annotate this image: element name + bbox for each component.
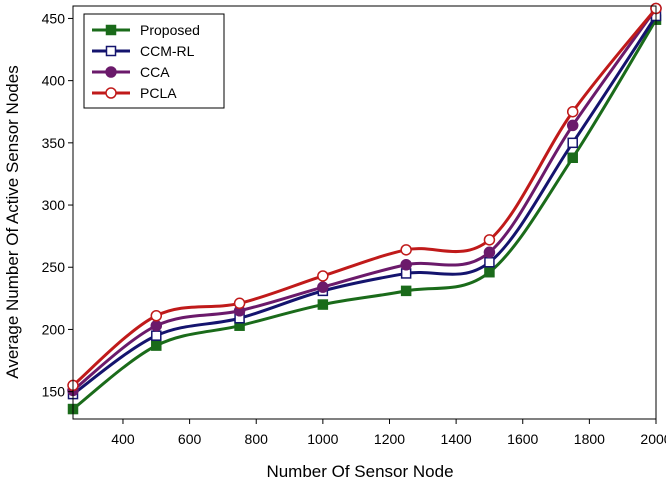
data-point [400,244,412,256]
legend: Proposed CCM-RL CCA PCLA [83,13,225,109]
x-tick-label: 1000 [307,431,338,447]
legend-label: CCA [140,64,170,80]
y-tick-label: 400 [42,73,66,89]
y-tick-label: 300 [42,197,66,213]
x-axis-title: Number Of Sensor Node [266,462,453,481]
legend-label: Proposed [140,22,200,38]
data-point [151,340,162,351]
y-tick-label: 150 [42,384,66,400]
axes: 400 600 800 1000 1200 1400 1600 1800 2000 150 200 2… [42,5,666,447]
legend-swatch-marker [105,45,117,57]
legend-swatch-marker [105,24,117,36]
legend-label: CCM-RL [140,43,195,59]
y-axis-title: Average Number Of Active Sensor Nodes [3,65,22,378]
y-tick-label: 200 [42,321,66,337]
legend-item: CCM-RL [92,43,195,59]
legend-item: CCA [92,64,170,80]
plot-frame [72,5,657,420]
data-point [400,258,412,271]
x-tick-label: 1400 [441,431,472,447]
x-tick-label: 400 [111,431,135,447]
data-point [400,285,412,297]
plot-area [67,2,662,415]
data-point [150,310,163,322]
data-point [233,297,246,310]
data-point [483,234,496,246]
legend-swatch-marker [105,87,117,99]
data-point [567,152,578,164]
y-tick-label: 350 [42,135,66,151]
data-point [566,105,579,118]
x-tick-label: 1200 [374,431,405,447]
series-cca [67,2,662,397]
legend-swatch-marker [105,66,117,78]
y-tick-label: 450 [42,10,66,26]
data-point [567,137,578,149]
data-point [150,319,163,332]
data-point [566,119,579,132]
x-tick-label: 1800 [574,431,605,447]
legend-item: PCLA [92,85,177,101]
x-tick-label: 600 [178,431,202,447]
data-point [317,299,329,310]
data-point [483,246,496,259]
legend-item: Proposed [92,22,200,38]
y-tick-label: 250 [42,259,66,275]
data-point [484,257,495,268]
x-tick-label: 800 [245,431,269,447]
x-tick-label: 2000 [640,431,666,447]
x-tick-label: 1600 [507,431,538,447]
data-point [151,330,162,341]
data-point [317,281,329,293]
data-point [317,270,329,282]
legend-label: PCLA [140,85,177,101]
data-point [484,266,495,278]
